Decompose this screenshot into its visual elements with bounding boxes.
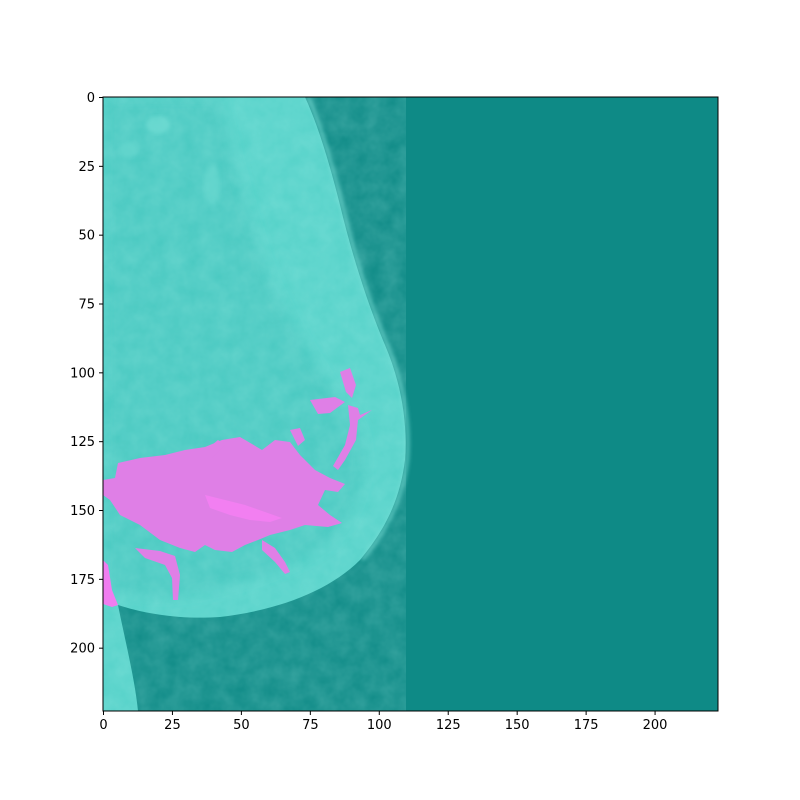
mammogram-image [103, 97, 718, 711]
tissue-highlight [204, 165, 220, 205]
y-tick-label: 50 [78, 229, 95, 244]
overlay-main-region [103, 437, 345, 552]
overlay-strand [200, 440, 225, 458]
tissue-texture [103, 97, 406, 711]
x-axis: 0 25 50 75 100 125 150 175 200 [99, 711, 667, 733]
tissue-highlight [118, 142, 138, 158]
y-tick-label: 100 [70, 366, 95, 381]
y-tick-label: 175 [70, 573, 95, 588]
x-tick-label: 175 [574, 718, 599, 733]
y-tick-label: 25 [78, 160, 95, 175]
x-tick-label: 150 [505, 718, 530, 733]
overlay-strand [262, 540, 290, 574]
axes-frame [102, 96, 719, 712]
segmentation-overlay [103, 368, 372, 607]
skin-line [306, 97, 410, 561]
overlay-bright-core [205, 495, 282, 522]
y-tick-label: 150 [70, 504, 95, 519]
x-tick-label: 75 [302, 718, 319, 733]
x-tick-label: 0 [99, 718, 107, 733]
x-tick-label: 200 [643, 718, 668, 733]
tissue-highlight [146, 116, 170, 134]
y-tick-label: 200 [70, 642, 95, 657]
x-tick-label: 25 [164, 718, 181, 733]
overlay-strand [310, 397, 345, 414]
overlay-strand [290, 428, 305, 446]
x-tick-label: 125 [436, 718, 461, 733]
overlay-strand [135, 548, 180, 600]
y-tick-label: 0 [87, 91, 95, 106]
y-axis: 0 25 50 75 100 125 150 175 200 [70, 91, 103, 657]
overlay-strand [340, 368, 356, 398]
overlay-strand [333, 405, 372, 470]
x-tick-label: 50 [233, 718, 250, 733]
overlay-left-edge [103, 560, 118, 607]
x-tick-label: 100 [367, 718, 392, 733]
y-tick-label: 125 [70, 435, 95, 450]
y-tick-label: 75 [78, 298, 95, 313]
